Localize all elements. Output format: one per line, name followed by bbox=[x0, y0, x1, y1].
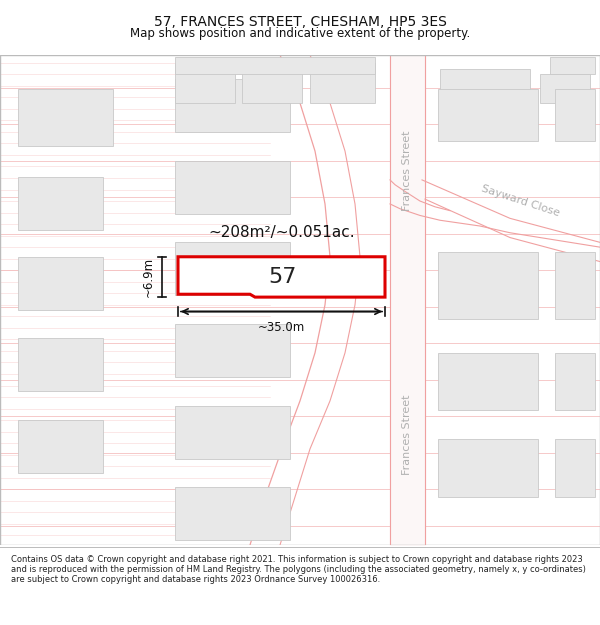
Bar bbox=[175, 62, 235, 103]
Bar bbox=[175, 79, 290, 132]
Text: ~35.0m: ~35.0m bbox=[258, 321, 305, 334]
Bar bbox=[555, 439, 595, 497]
Bar bbox=[175, 242, 290, 295]
Bar bbox=[18, 338, 103, 391]
Bar bbox=[555, 252, 595, 319]
Text: ~208m²/~0.051ac.: ~208m²/~0.051ac. bbox=[209, 225, 355, 240]
Polygon shape bbox=[178, 257, 385, 297]
Bar bbox=[550, 57, 595, 74]
Bar bbox=[175, 57, 375, 74]
Text: Frances Street: Frances Street bbox=[402, 130, 412, 211]
Bar bbox=[175, 488, 290, 540]
Bar bbox=[175, 324, 290, 377]
Bar bbox=[18, 257, 103, 309]
Text: Contains OS data © Crown copyright and database right 2021. This information is : Contains OS data © Crown copyright and d… bbox=[11, 554, 586, 584]
Bar bbox=[18, 89, 113, 146]
Text: 57: 57 bbox=[268, 267, 296, 287]
Bar bbox=[438, 252, 538, 319]
Bar bbox=[18, 177, 103, 230]
Bar bbox=[440, 69, 530, 112]
Bar bbox=[18, 420, 103, 473]
Bar bbox=[555, 89, 595, 141]
Text: Map shows position and indicative extent of the property.: Map shows position and indicative extent… bbox=[130, 27, 470, 39]
Bar bbox=[438, 439, 538, 497]
Text: Sayward Close: Sayward Close bbox=[479, 184, 560, 219]
Bar bbox=[540, 74, 590, 103]
Bar bbox=[438, 89, 538, 141]
Bar bbox=[175, 161, 290, 214]
Text: Frances Street: Frances Street bbox=[402, 394, 412, 475]
Text: ~6.9m: ~6.9m bbox=[142, 257, 155, 297]
Bar bbox=[242, 62, 302, 103]
Text: 57, FRANCES STREET, CHESHAM, HP5 3ES: 57, FRANCES STREET, CHESHAM, HP5 3ES bbox=[154, 16, 446, 29]
Bar bbox=[310, 62, 375, 103]
Bar bbox=[175, 406, 290, 459]
Bar bbox=[555, 353, 595, 411]
Bar bbox=[438, 353, 538, 411]
